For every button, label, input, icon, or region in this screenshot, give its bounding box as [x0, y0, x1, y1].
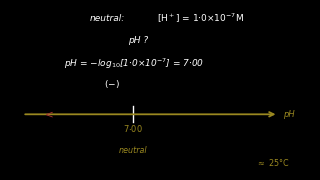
Text: neutral:: neutral: [90, 14, 125, 23]
Text: 7$\cdot$00: 7$\cdot$00 [123, 123, 143, 134]
Text: <: < [45, 109, 54, 119]
Text: neutral: neutral [118, 146, 147, 155]
Text: $\approx$ 25°C: $\approx$ 25°C [256, 156, 290, 168]
Text: $[\mathrm{H^+}]$ = 1$\cdot$0$\times$10$^{-7}$M: $[\mathrm{H^+}]$ = 1$\cdot$0$\times$10$^… [157, 12, 244, 26]
Text: ($-$): ($-$) [104, 78, 120, 90]
Text: pH = $-$log$_{10}$[1$\cdot$0$\times$10$^{-7}$] = 7$\cdot$00: pH = $-$log$_{10}$[1$\cdot$0$\times$10$^… [64, 57, 204, 71]
Text: pH ?: pH ? [128, 36, 148, 45]
Text: pH: pH [283, 110, 295, 119]
